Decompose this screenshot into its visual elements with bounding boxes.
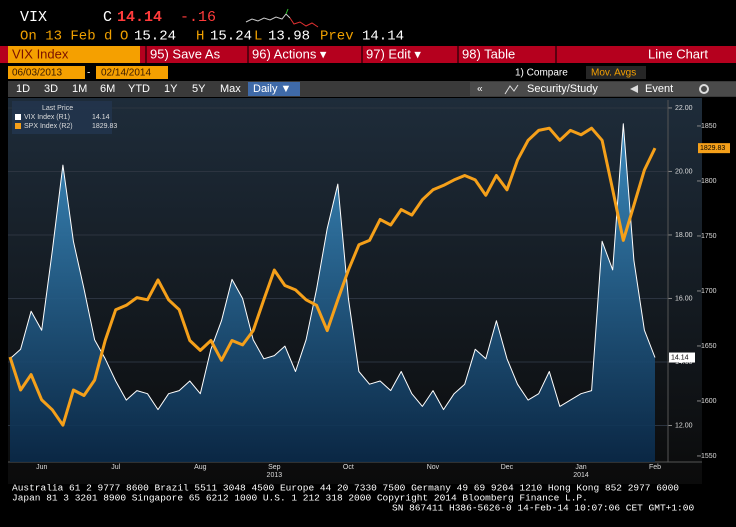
x-tick-label: Jan <box>575 464 586 471</box>
legend-swatch <box>15 123 21 129</box>
sparkline <box>245 13 291 23</box>
toolbar-button[interactable]: 97) Edit ▾ <box>366 46 421 61</box>
ticker: VIX <box>20 9 47 26</box>
button-group: 95) Save As 96) Actions ▾ 97) Edit ▾ 98) Ta… <box>145 46 557 63</box>
x-year-label: 2013 <box>267 472 283 479</box>
sparkline-up <box>285 8 289 15</box>
action-bar <box>0 46 736 63</box>
legend-entry: SPX Index (R2) <box>24 123 73 130</box>
y2-tick-label: 1800 <box>701 178 717 185</box>
low-label: L <box>254 29 262 45</box>
y-tick-label: 20.00 <box>675 168 693 175</box>
x-tick-label: Jul <box>111 464 120 471</box>
start-date-box[interactable] <box>8 66 85 79</box>
x-year-label: 2014 <box>573 472 589 479</box>
period-button[interactable]: Max <box>220 83 241 95</box>
high: 15.24 <box>210 29 252 45</box>
prev-label: Prev <box>320 29 354 45</box>
y-tick-label: 18.00 <box>675 232 693 239</box>
period-group: 1D 3D 1M 6M YTD 1Y 5Y Max <box>16 83 241 95</box>
chart: 12.0014.0016.0018.0020.0022.001550160016… <box>8 100 730 479</box>
study[interactable]: Security/Study <box>527 83 598 95</box>
y2-tick-label: 1550 <box>701 453 717 460</box>
end-date-box[interactable] <box>96 66 168 79</box>
frequency-box[interactable] <box>248 82 300 96</box>
open-label: O <box>120 29 128 45</box>
period-button[interactable]: 6M <box>100 83 115 95</box>
x-tick-label: Jun <box>36 464 47 471</box>
end-date: 02/14/2014 <box>101 68 151 79</box>
y2-tick-label: 1700 <box>701 288 717 295</box>
close-label: C <box>103 9 112 26</box>
y2-tick-label: 1850 <box>701 123 717 130</box>
chart-type[interactable]: Line Chart <box>648 46 708 61</box>
y-tick-label: 16.00 <box>675 295 693 302</box>
event-icon <box>630 85 638 93</box>
x-tick-label: Sep <box>268 464 281 471</box>
legend-entry: VIX Index (R1) <box>24 114 70 121</box>
end-value-label: 14.14 <box>671 354 689 361</box>
y2-tick-label: 1600 <box>701 398 717 405</box>
footer-line: Australia 61 2 9777 8600 Brazil 5511 304… <box>12 483 679 494</box>
collapse[interactable]: « <box>477 84 483 95</box>
footer-line: SN 867411 H386-5626-0 14-Feb-14 10:07:06… <box>392 503 694 514</box>
area-fill <box>10 123 655 463</box>
toolbar-button[interactable]: 96) Actions ▾ <box>252 46 327 61</box>
legend-title: Last Price <box>42 105 73 112</box>
x-tick-label: Oct <box>343 464 354 471</box>
compare[interactable]: 1) Compare <box>515 68 568 79</box>
x-tick-label: Feb <box>649 464 661 471</box>
security-box[interactable] <box>8 46 140 63</box>
x-tick-label: Aug <box>194 464 207 471</box>
x-tick-label: Dec <box>501 464 514 471</box>
start-date: 06/03/2013 <box>12 68 62 79</box>
period-button[interactable]: YTD <box>128 83 150 95</box>
period-button[interactable]: 3D <box>44 83 58 95</box>
period-button[interactable]: 1Y <box>164 83 178 95</box>
period-button[interactable]: 1D <box>16 83 30 95</box>
y-tick-label: 22.00 <box>675 105 693 112</box>
date-sep: - <box>87 68 90 79</box>
end-value-box <box>698 143 730 154</box>
end-value-box <box>669 352 695 363</box>
prev: 14.14 <box>362 29 404 45</box>
legend-value: 14.14 <box>92 114 110 121</box>
last-price: 14.14 <box>117 9 162 26</box>
y2-tick-label: 1650 <box>701 343 717 350</box>
open: 15.24 <box>134 29 176 45</box>
legend-box <box>12 101 112 134</box>
footer-line: Japan 81 3 3201 8900 Singapore 65 6212 1… <box>12 493 588 504</box>
settings-icon[interactable] <box>699 84 709 94</box>
y2-tick-label: 1750 <box>701 233 717 240</box>
high-label: H <box>196 29 204 45</box>
security: VIX Index <box>12 46 69 61</box>
series-line <box>8 126 657 427</box>
frequency: Daily ▼ <box>253 83 291 95</box>
toolbar-button[interactable]: 98) Table <box>462 46 515 61</box>
y-tick-label: 12.00 <box>675 422 693 429</box>
sparkline-down <box>289 17 319 28</box>
event[interactable]: Event <box>645 83 673 95</box>
quote-date: On 13 Feb d <box>20 29 112 45</box>
study-bar <box>470 82 736 96</box>
mov-avgs-box[interactable] <box>586 66 646 79</box>
legend-swatch <box>15 114 21 120</box>
study-icon <box>504 84 519 95</box>
period-button[interactable]: 1M <box>72 83 87 95</box>
change: -.16 <box>180 9 216 26</box>
period-button[interactable]: 5Y <box>192 83 206 95</box>
end-value-label: 1829.83 <box>700 145 725 152</box>
low: 13.98 <box>268 29 310 45</box>
series-line <box>9 123 656 411</box>
mov-avgs: Mov. Avgs <box>591 68 636 79</box>
x-tick-label: Nov <box>427 464 440 471</box>
toolbar-button[interactable]: 95) Save As <box>150 46 221 61</box>
legend-value: 1829.83 <box>92 123 117 130</box>
